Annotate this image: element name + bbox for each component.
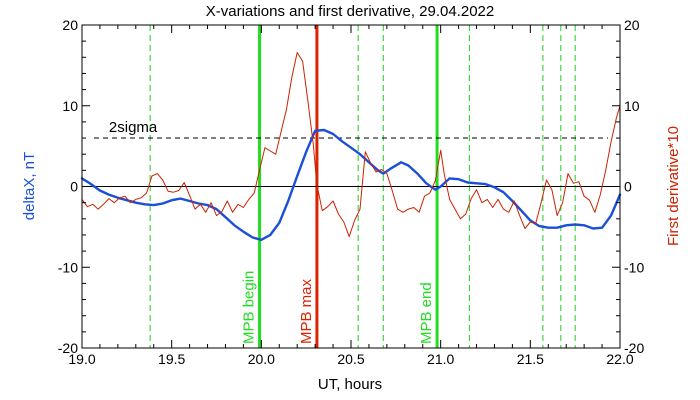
y-tick-label-left-3: 0 bbox=[70, 179, 78, 195]
y-tick-label-right-1: -20 bbox=[624, 340, 644, 356]
x-tick-label-5: 21.0 bbox=[427, 351, 454, 367]
y-tick-label-right-2: -10 bbox=[624, 259, 644, 275]
y-tick-label-left-5: 20 bbox=[62, 17, 78, 33]
mpb-begin-label: MPB begin bbox=[241, 271, 258, 344]
chart-title: X-variations and first derivative, 29.04… bbox=[206, 3, 495, 20]
y-tick-label-right-3: 0 bbox=[624, 179, 632, 195]
y-tick-label-right-4: 10 bbox=[624, 98, 640, 114]
x-tick-label-4: 20.5 bbox=[337, 351, 364, 367]
two-sigma-label: 2sigma bbox=[109, 119, 158, 136]
x-tick-label-1: 19.0 bbox=[68, 351, 95, 367]
axis-layer bbox=[81, 24, 621, 349]
x-tick-label-7: 22.0 bbox=[606, 351, 633, 367]
y-tick-label-right-5: 20 bbox=[624, 17, 640, 33]
mpb-max-label: MPB max bbox=[298, 278, 315, 344]
x-tick-label-3: 20.0 bbox=[248, 351, 275, 367]
x-axis-label: UT, hours bbox=[318, 376, 382, 393]
y-tick-label-left-2: -10 bbox=[58, 259, 78, 275]
y-axis-label-right: First derivative*10 bbox=[665, 126, 682, 246]
deltax-line bbox=[80, 128, 622, 242]
annotation-layer: 19.0 19.5 20.0 20.5 21.0 21.5 22.0-20 -20-10 -10… bbox=[58, 17, 645, 367]
series-layer bbox=[80, 52, 622, 242]
y-axis-label-left: deltaX, nT bbox=[21, 152, 38, 220]
first-derivative-line bbox=[81, 52, 621, 238]
x-tick-label-2: 19.5 bbox=[158, 351, 185, 367]
x-tick-label-6: 21.5 bbox=[517, 351, 544, 367]
mpb-end-label: MPB end bbox=[418, 282, 435, 344]
y-tick-label-left-1: -20 bbox=[58, 340, 78, 356]
y-tick-label-left-4: 10 bbox=[62, 98, 78, 114]
